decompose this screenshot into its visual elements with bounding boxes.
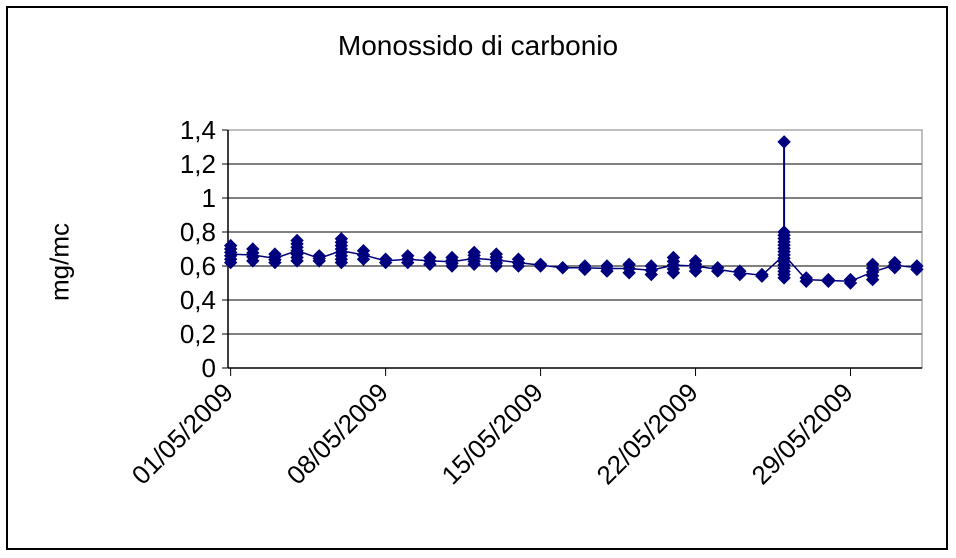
y-tick-label: 0 (202, 353, 216, 383)
y-tick-label: 0,2 (180, 319, 216, 349)
y-tick-label: 0,8 (180, 217, 216, 247)
data-point (910, 259, 924, 273)
data-point (290, 233, 304, 248)
data-point (622, 257, 636, 272)
chart-frame (6, 6, 948, 550)
data-point (688, 254, 703, 268)
y-tick-label: 1,4 (180, 115, 216, 145)
data-point (356, 243, 371, 258)
data-point (223, 238, 238, 253)
x-tick-label: 15/05/2009 (436, 377, 549, 490)
data-series (223, 135, 924, 290)
x-tick-labels: 01/05/2009 08/05/2009 15/05/2009 22/05/2009… (126, 377, 859, 490)
data-point (378, 252, 393, 266)
data-point (312, 249, 326, 263)
y-tick-label: 1 (202, 183, 216, 213)
y-tick-label: 1,2 (180, 149, 216, 179)
grid-lines (228, 129, 922, 335)
y-tick-labels: 0 0,2 0,4 0,6 0,8 1 1,2 1,4 (180, 115, 216, 383)
y-tick-label: 0,6 (180, 251, 216, 281)
x-tick-label: 29/05/2009 (746, 377, 859, 490)
data-point (334, 232, 349, 246)
x-tick-label: 01/05/2009 (126, 377, 239, 490)
data-point (821, 272, 836, 287)
chart-title: Monossido di carbonio (337, 30, 619, 61)
series-line (230, 249, 917, 283)
x-tick-label: 08/05/2009 (281, 377, 394, 490)
data-point (843, 272, 858, 287)
data-point (733, 264, 747, 278)
data-point (445, 250, 459, 265)
data-point (666, 250, 681, 265)
plot-area-border (227, 129, 923, 369)
y-tick-label: 0,4 (180, 285, 216, 315)
axes (222, 129, 923, 376)
data-point (777, 225, 791, 239)
x-tick-label: 22/05/2009 (591, 377, 704, 490)
data-point (578, 259, 592, 273)
data-point (865, 257, 880, 272)
data-point (533, 257, 548, 272)
data-point-peak (777, 135, 791, 149)
data-point (710, 260, 725, 275)
